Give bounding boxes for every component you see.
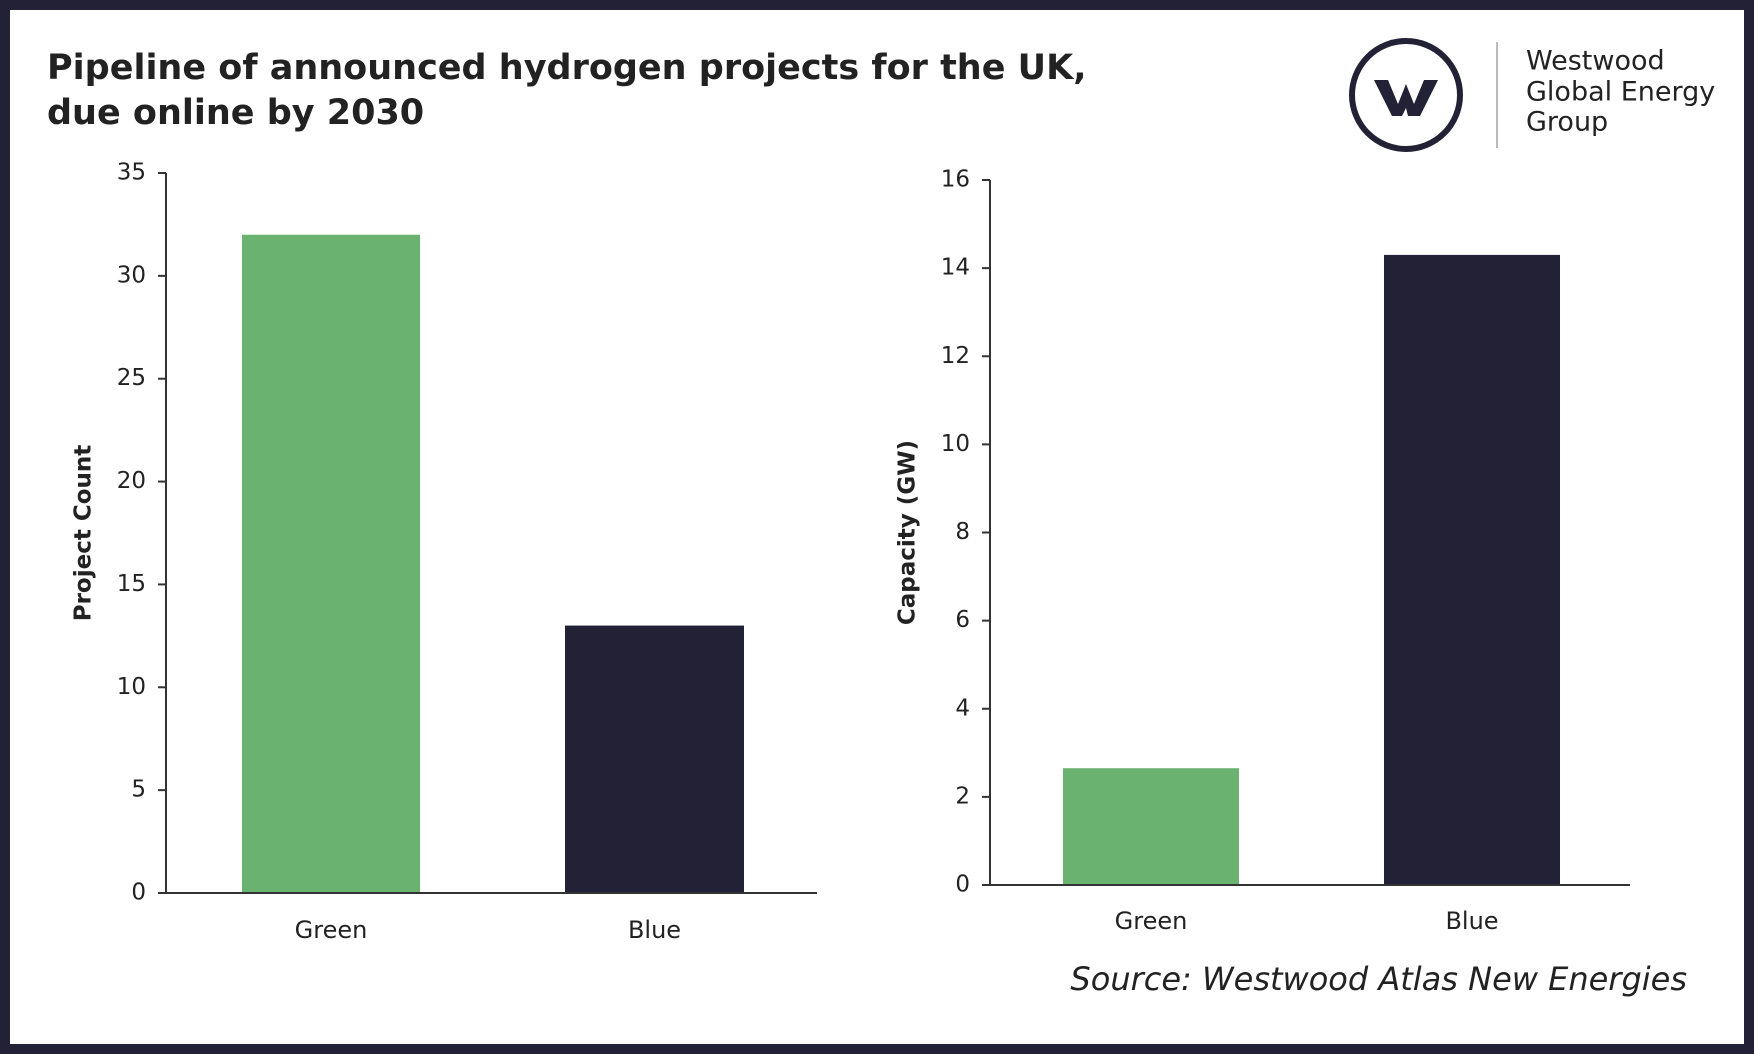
x-tick-label: Blue [1445, 907, 1498, 935]
logo-text: Global Energy [1526, 77, 1715, 108]
y-tick-label: 30 [117, 262, 146, 288]
y-tick-label: 10 [941, 431, 970, 457]
y-tick-label: 15 [117, 571, 146, 597]
x-tick-label: Blue [628, 916, 681, 944]
y-tick-label: 0 [131, 880, 146, 906]
y-tick-label: 25 [117, 365, 146, 391]
logo-circle [1349, 38, 1463, 152]
bar [1063, 768, 1239, 885]
chart-title: Pipeline of announced hydrogen projects … [47, 48, 1087, 88]
bar [1384, 254, 1560, 885]
y-tick-label: 20 [117, 468, 146, 494]
y-tick-label: 14 [941, 255, 970, 281]
chart-title: due online by 2030 [47, 93, 424, 133]
x-tick-label: Green [295, 916, 368, 944]
bar [565, 625, 744, 893]
logo-text: Group [1526, 107, 1608, 138]
y-axis-label: Project Count [71, 445, 97, 622]
logo-mark [1374, 80, 1438, 116]
x-tick-label: Green [1115, 907, 1188, 935]
logo-text: Westwood [1526, 46, 1665, 77]
y-tick-label: 8 [955, 519, 970, 545]
y-tick-label: 6 [955, 607, 970, 633]
y-tick-label: 5 [131, 777, 146, 803]
logo: Westwood Global Energy Group [1349, 38, 1715, 152]
bar [242, 234, 420, 893]
y-tick-label: 12 [941, 343, 970, 369]
y-tick-label: 0 [955, 872, 970, 898]
y-tick-label: 2 [955, 783, 970, 809]
source: Source: Westwood Atlas New Energies [1070, 960, 1687, 998]
y-axis-label: Capacity (GW) [895, 440, 921, 625]
y-tick-label: 10 [117, 674, 146, 700]
y-tick-label: 4 [955, 695, 970, 721]
y-tick-label: 16 [941, 167, 970, 193]
y-tick-label: 35 [117, 160, 146, 186]
